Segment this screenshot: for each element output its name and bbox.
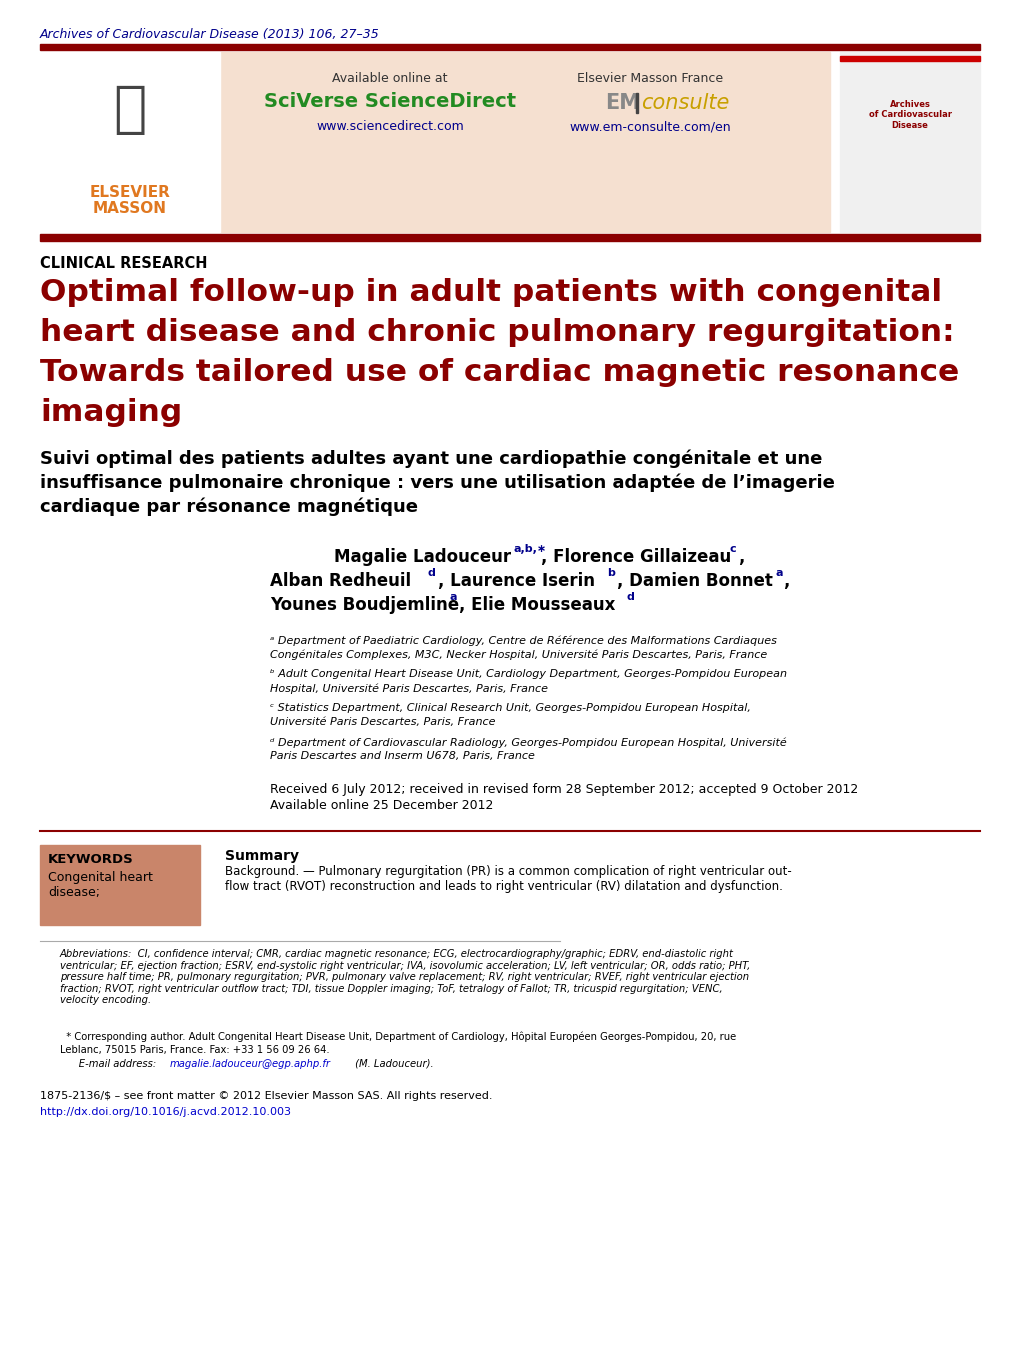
Text: * Corresponding author. Adult Congenital Heart Disease Unit, Department of Cardi: * Corresponding author. Adult Congenital… <box>60 1031 736 1042</box>
Bar <box>40 45 980 50</box>
Text: , Laurence Iserin: , Laurence Iserin <box>438 571 600 590</box>
Text: Leblanc, 75015 Paris, France. Fax: +33 1 56 09 26 64.: Leblanc, 75015 Paris, France. Fax: +33 1… <box>60 1046 330 1055</box>
Text: Elsevier Masson France: Elsevier Masson France <box>577 72 723 85</box>
Text: Available online 25 December 2012: Available online 25 December 2012 <box>270 798 493 812</box>
Text: b: b <box>607 567 615 578</box>
Bar <box>840 55 980 61</box>
Text: , Florence Gillaizeau: , Florence Gillaizeau <box>541 549 731 566</box>
Text: Congenital heart
disease;: Congenital heart disease; <box>48 871 153 898</box>
Text: Magalie Ladouceur: Magalie Ladouceur <box>334 549 510 566</box>
Text: ᶜ Statistics Department, Clinical Research Unit, Georges-Pompidou European Hospi: ᶜ Statistics Department, Clinical Resear… <box>270 703 750 713</box>
Text: 🌳: 🌳 <box>113 82 147 136</box>
Text: d: d <box>626 592 634 603</box>
Text: ᵇ Adult Congenital Heart Disease Unit, Cardiology Department, Georges-Pompidou E: ᵇ Adult Congenital Heart Disease Unit, C… <box>270 669 787 680</box>
Text: MASSON: MASSON <box>93 201 167 216</box>
Text: c: c <box>729 544 735 554</box>
Text: magalie.ladouceur@egp.aphp.fr: magalie.ladouceur@egp.aphp.fr <box>171 1059 331 1069</box>
Text: Summary: Summary <box>225 848 299 863</box>
Text: Archives
of Cardiovascular
Disease: Archives of Cardiovascular Disease <box>869 100 952 130</box>
Text: ᵈ Department of Cardiovascular Radiology, Georges-Pompidou European Hospital, Un: ᵈ Department of Cardiovascular Radiology… <box>270 738 787 747</box>
Text: heart disease and chronic pulmonary regurgitation:: heart disease and chronic pulmonary regu… <box>40 317 955 347</box>
Text: Background. — Pulmonary regurgitation (PR) is a common complication of right ven: Background. — Pulmonary regurgitation (P… <box>225 865 791 893</box>
Text: consulte: consulte <box>641 93 729 113</box>
Text: 1875-2136/$ – see front matter © 2012 Elsevier Masson SAS. All rights reserved.: 1875-2136/$ – see front matter © 2012 El… <box>40 1092 492 1101</box>
Text: KEYWORDS: KEYWORDS <box>48 852 134 866</box>
Text: insuffisance pulmonaire chronique : vers une utilisation adaptée de l’imagerie: insuffisance pulmonaire chronique : vers… <box>40 474 835 493</box>
Text: Suivi optimal des patients adultes ayant une cardiopathie congénitale et une: Suivi optimal des patients adultes ayant… <box>40 450 822 469</box>
Text: Available online at: Available online at <box>332 72 448 85</box>
Text: Optimal follow-up in adult patients with congenital: Optimal follow-up in adult patients with… <box>40 278 942 307</box>
Text: Paris Descartes and Inserm U678, Paris, France: Paris Descartes and Inserm U678, Paris, … <box>270 751 535 761</box>
Bar <box>840 51 980 232</box>
Text: a: a <box>449 592 456 603</box>
Text: EM: EM <box>605 93 640 113</box>
Text: Towards tailored use of cardiac magnetic resonance: Towards tailored use of cardiac magnetic… <box>40 358 960 386</box>
Text: , Damien Bonnet: , Damien Bonnet <box>617 571 773 590</box>
Text: d: d <box>427 567 435 578</box>
Text: CLINICAL RESEARCH: CLINICAL RESEARCH <box>40 255 207 272</box>
Text: E-mail address:: E-mail address: <box>60 1059 159 1069</box>
Text: Hospital, Université Paris Descartes, Paris, France: Hospital, Université Paris Descartes, Pa… <box>270 684 548 693</box>
Text: Alban Redheuil: Alban Redheuil <box>270 571 411 590</box>
Text: Université Paris Descartes, Paris, France: Université Paris Descartes, Paris, Franc… <box>270 717 495 727</box>
Text: , Elie Mousseaux: , Elie Mousseaux <box>459 596 616 613</box>
Text: (M. Ladouceur).: (M. Ladouceur). <box>352 1059 434 1069</box>
Text: Younes Boudjemline: Younes Boudjemline <box>270 596 459 613</box>
Text: cardiaque par résonance magnétique: cardiaque par résonance magnétique <box>40 499 418 516</box>
Bar <box>220 51 830 232</box>
Bar <box>40 844 200 925</box>
Text: Congénitales Complexes, M3C, Necker Hospital, Université Paris Descartes, Paris,: Congénitales Complexes, M3C, Necker Hosp… <box>270 648 767 659</box>
Text: http://dx.doi.org/10.1016/j.acvd.2012.10.003: http://dx.doi.org/10.1016/j.acvd.2012.10… <box>40 1106 291 1117</box>
Text: www.em-consulte.com/en: www.em-consulte.com/en <box>569 120 731 132</box>
Bar <box>636 93 638 113</box>
Text: ELSEVIER: ELSEVIER <box>90 185 171 200</box>
Text: a: a <box>775 567 782 578</box>
Text: www.sciencedirect.com: www.sciencedirect.com <box>317 120 464 132</box>
Bar <box>40 234 980 240</box>
Text: imaging: imaging <box>40 399 183 427</box>
Text: ,: , <box>738 549 744 566</box>
Text: a,b,∗: a,b,∗ <box>513 544 546 554</box>
Text: Abbreviations:  CI, confidence interval; CMR, cardiac magnetic resonance; ECG, e: Abbreviations: CI, confidence interval; … <box>60 948 750 1005</box>
Text: Received 6 July 2012; received in revised form 28 September 2012; accepted 9 Oct: Received 6 July 2012; received in revise… <box>270 784 859 796</box>
Text: ,: , <box>783 571 789 590</box>
Text: Archives of Cardiovascular Disease (2013) 106, 27–35: Archives of Cardiovascular Disease (2013… <box>40 28 380 41</box>
Bar <box>40 51 220 232</box>
Text: SciVerse ScienceDirect: SciVerse ScienceDirect <box>264 92 516 111</box>
Text: ᵃ Department of Paediatric Cardiology, Centre de Référence des Malformations Car: ᵃ Department of Paediatric Cardiology, C… <box>270 635 777 646</box>
